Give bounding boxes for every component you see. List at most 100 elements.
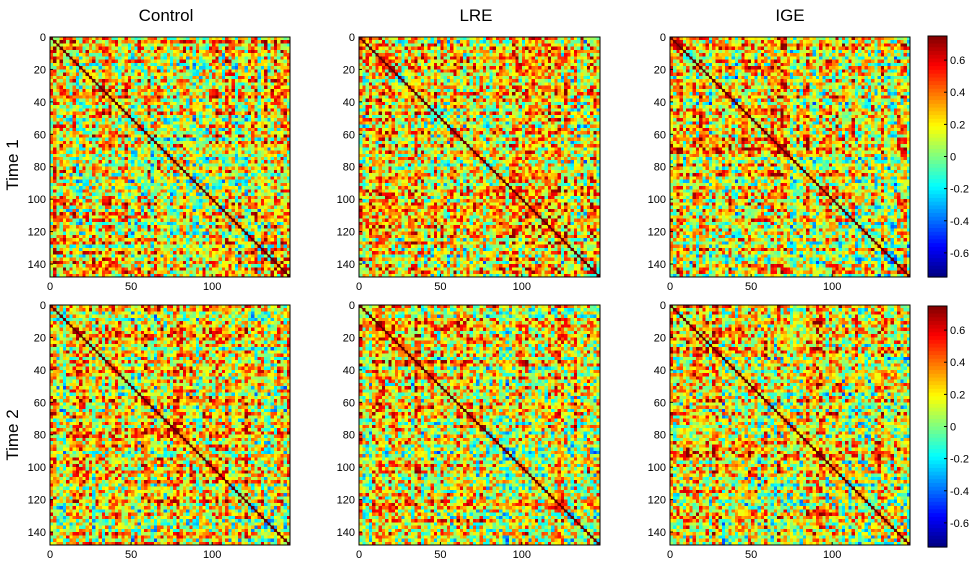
colorbar-segment (928, 441, 947, 446)
colorbar-segment (928, 43, 947, 48)
plot-frame (358, 304, 601, 546)
colorbar-segment (928, 137, 947, 143)
colorbar-segment (928, 235, 947, 240)
colorbar-tick-label: 0.6 (950, 325, 965, 337)
x-tick-label: 0 (667, 549, 673, 561)
colorbar-segment (928, 343, 947, 349)
colorbar-segment (928, 543, 947, 548)
colorbar-segment (928, 145, 947, 150)
colorbar-segment (928, 212, 947, 218)
colorbar-segment (928, 306, 947, 311)
x-tick-label: 0 (47, 549, 53, 561)
colorbar-segment (928, 141, 947, 146)
colorbar-segment (928, 516, 947, 522)
y-tick-label: 20 (34, 332, 46, 344)
y-tick-label: 140 (337, 527, 355, 539)
y-tick-label: 40 (343, 365, 355, 377)
y-tick-label: 80 (654, 430, 666, 442)
colorbar-segment (928, 148, 947, 154)
colorbar-segment (928, 403, 947, 409)
colorbar-segment (928, 246, 947, 252)
colorbar-segment (928, 243, 947, 248)
colorbar-segment (928, 254, 947, 259)
y-tick-label: 140 (28, 259, 46, 271)
plot-frame (358, 36, 601, 278)
heatmap-control-time2: 0 20 40 60 80 100 120 140 0 50 100 (28, 300, 291, 561)
colorbar-segment (928, 69, 947, 75)
diagonal-line (669, 36, 911, 278)
colorbar-segment (928, 385, 947, 390)
x-tick-label: 100 (203, 549, 221, 561)
colorbar-segment (928, 205, 947, 210)
colorbar-segment (928, 531, 947, 537)
colorbar-segment (928, 231, 947, 237)
colorbar-segment (928, 422, 947, 428)
colorbar-segment (928, 509, 947, 514)
y-tick-label: 100 (337, 194, 355, 206)
x-tick-label: 50 (745, 281, 757, 293)
y-tick-label: 60 (34, 397, 46, 409)
colorbar-segment (928, 456, 947, 461)
colorbar-segment (928, 265, 947, 271)
plot-frame (49, 304, 291, 546)
colorbar-segment (928, 186, 947, 191)
y-tick-label: 120 (28, 495, 46, 507)
y-tick-label: 80 (343, 162, 355, 174)
row-label-time-2: Time 2 (3, 409, 22, 461)
colorbar-segment (928, 39, 947, 45)
colorbar-segment (928, 164, 947, 169)
colorbar-segment (928, 216, 947, 222)
colorbar-top: 0.6 0.4 0.2 0 -0.2 -0.4 -0.6 (927, 35, 969, 278)
y-tick-label: 40 (654, 365, 666, 377)
colorbar-segment (928, 88, 947, 94)
colorbar-segment (928, 190, 947, 195)
colorbar-svg: 0.6 0.4 0.2 0 -0.2 -0.4 -0.6 (927, 35, 969, 278)
colorbar-tick-label: -0.4 (950, 486, 969, 498)
y-tick-label: 20 (654, 64, 666, 76)
colorbar-segment (928, 130, 947, 135)
colorbar-segment (928, 209, 947, 214)
colorbar-segment (928, 36, 947, 41)
colorbar-segment (928, 332, 947, 337)
colorbar-segment (928, 381, 947, 386)
y-tick-label: 80 (34, 430, 46, 442)
y-tick-label: 20 (34, 64, 46, 76)
colorbar-segment (928, 539, 947, 544)
x-tick-label: 100 (513, 281, 531, 293)
colorbar-segment (928, 84, 947, 90)
colorbar-segment (928, 152, 947, 158)
colorbar-segment (928, 415, 947, 420)
x-tick-label: 50 (125, 549, 137, 561)
y-tick-label: 0 (40, 32, 46, 44)
y-tick-label: 60 (654, 397, 666, 409)
colorbar-tick-label: 0.2 (950, 119, 965, 131)
x-tick-label: 50 (434, 281, 446, 293)
y-tick-label: 20 (343, 332, 355, 344)
colorbar-segment (928, 392, 947, 397)
colorbar-segment (928, 122, 947, 127)
colorbar-segment (928, 362, 947, 367)
y-tick-label: 140 (648, 259, 666, 271)
diagonal-line (49, 36, 291, 278)
y-tick-label: 0 (40, 300, 46, 312)
colorbar-tick-label: -0.4 (950, 216, 969, 228)
colorbar-segment (928, 261, 947, 267)
colorbar-segment (928, 411, 947, 416)
colorbar-segment (928, 520, 947, 526)
colorbar-tick-label: -0.6 (950, 248, 969, 260)
y-tick-label: 80 (34, 162, 46, 174)
colorbar-segment (928, 194, 947, 199)
colorbar-segment (928, 358, 947, 364)
colorbar-segment (928, 328, 947, 333)
colorbar-segment (928, 126, 947, 131)
colorbar-segment (928, 62, 947, 67)
colorbar-tick-label: -0.6 (950, 518, 969, 530)
y-tick-label: 80 (343, 430, 355, 442)
colorbar-tick-label: 0 (950, 152, 956, 164)
colorbar-segment (928, 347, 947, 352)
colorbar-segment (928, 482, 947, 488)
colorbar-segment (928, 351, 947, 356)
plot-frame (669, 36, 911, 278)
